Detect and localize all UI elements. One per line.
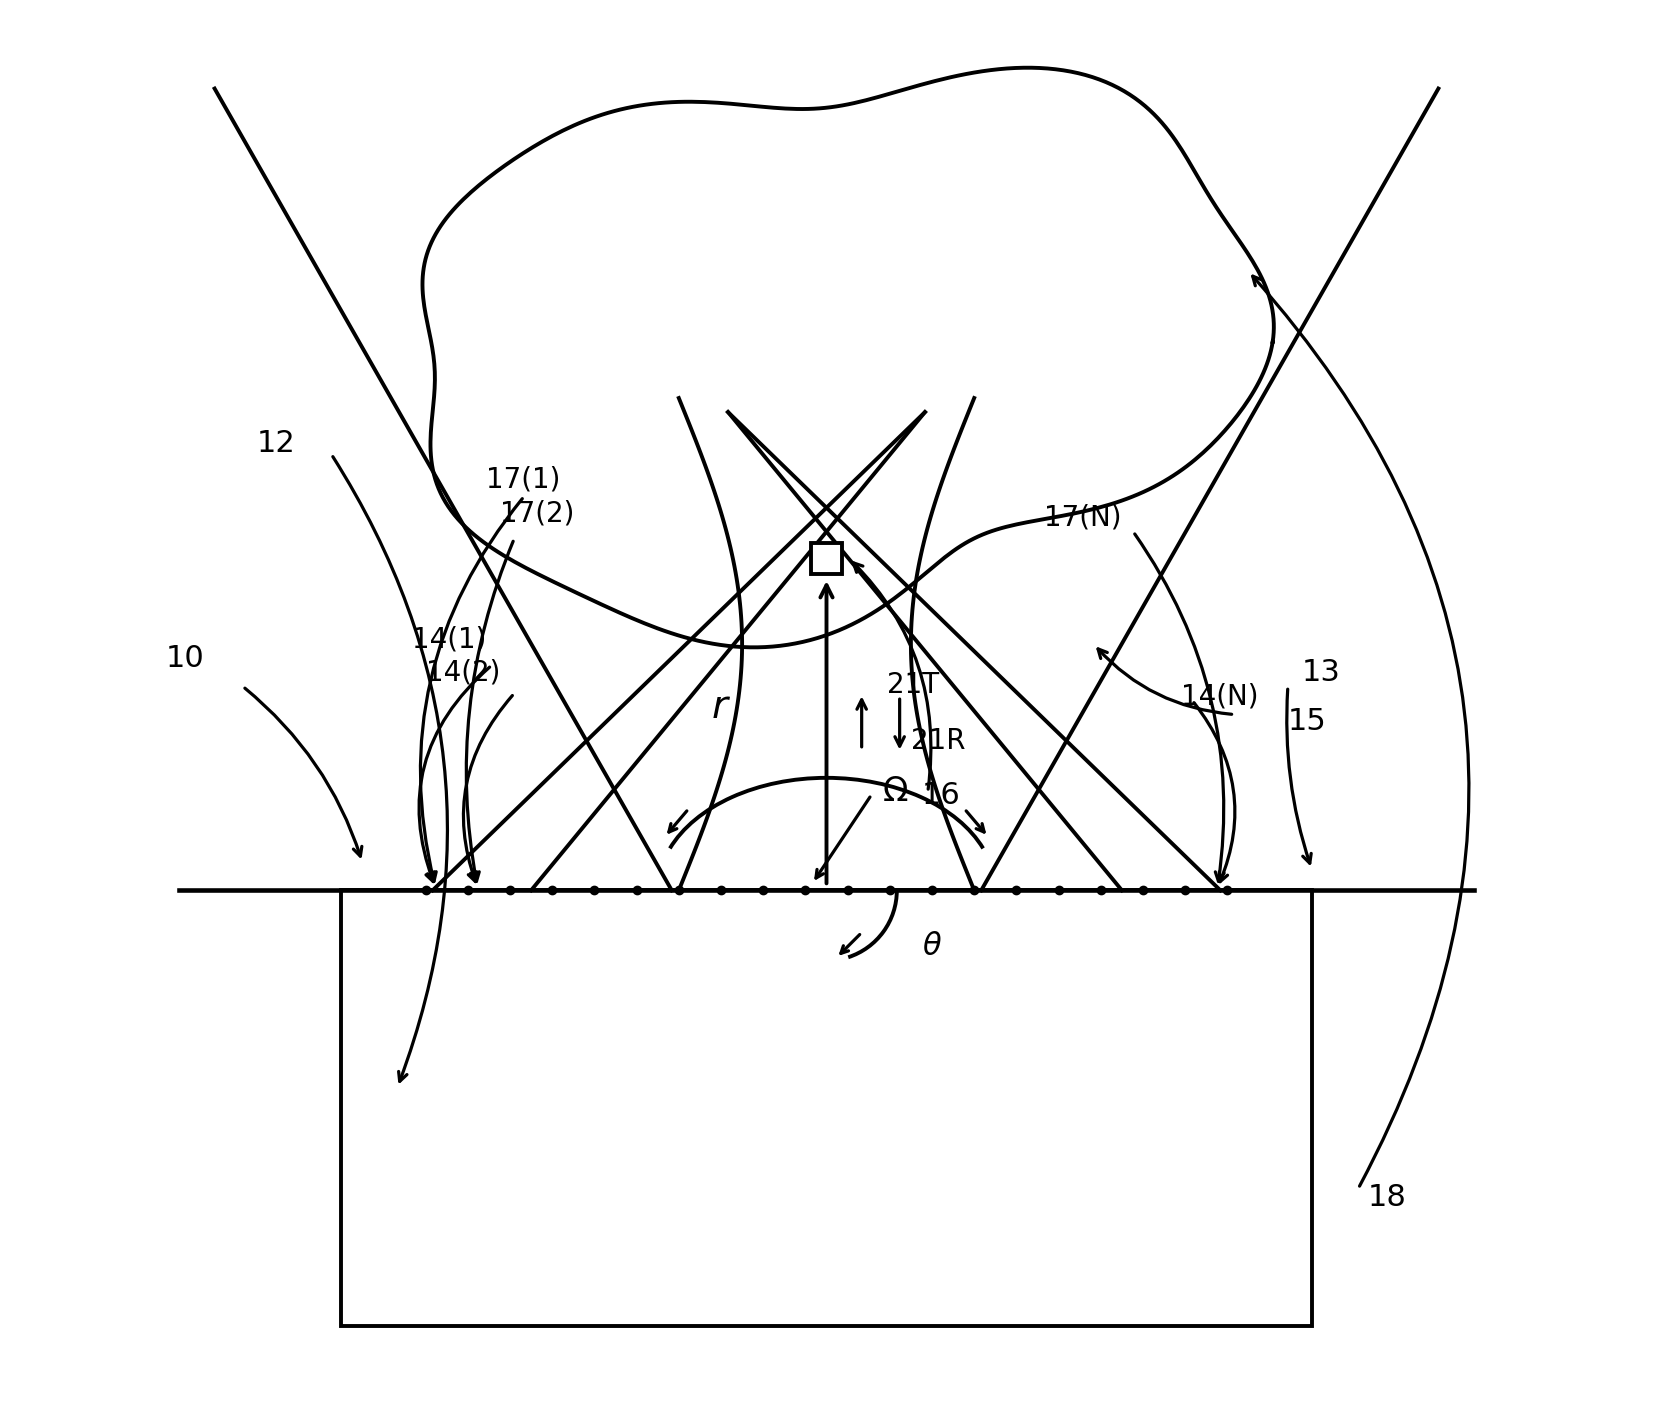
Text: 13: 13 — [1303, 658, 1341, 688]
Text: 21T: 21T — [888, 671, 939, 699]
Text: 12: 12 — [256, 429, 296, 458]
Bar — [812, 543, 841, 574]
Text: 17(2): 17(2) — [501, 499, 575, 528]
Text: 16: 16 — [922, 781, 960, 809]
Text: r: r — [712, 689, 727, 726]
Text: 17(1): 17(1) — [486, 466, 560, 494]
Bar — [341, 890, 1312, 1326]
Text: 18: 18 — [1369, 1183, 1407, 1213]
Text: 14(N): 14(N) — [1180, 682, 1258, 710]
Text: 14(1): 14(1) — [412, 625, 486, 654]
Text: Ω: Ω — [883, 775, 907, 808]
Text: 15: 15 — [1288, 708, 1327, 736]
Text: 21R: 21R — [911, 727, 965, 756]
Text: 17(N): 17(N) — [1045, 504, 1122, 532]
Text: 10: 10 — [165, 644, 203, 672]
Text: θ: θ — [922, 932, 941, 961]
Text: 14(2): 14(2) — [425, 658, 499, 686]
